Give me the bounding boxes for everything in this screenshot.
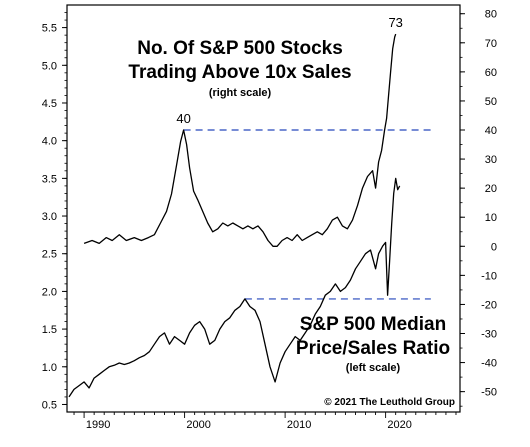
left-tick-label: 4.0	[42, 136, 57, 148]
top-title-line1: No. Of S&P 500 Stocks	[137, 38, 343, 59]
right-tick-label: 70	[485, 38, 497, 50]
left-tick-label: 4.5	[42, 98, 57, 110]
right-tick-label: 50	[485, 96, 497, 108]
left-tick-label: 2.0	[42, 286, 57, 298]
series-layer	[68, 33, 401, 398]
series-line-stocks-above-10x-sales	[83, 33, 397, 247]
left-tick-label: 5.0	[42, 60, 57, 72]
left-tick-label: 0.5	[42, 399, 57, 411]
peak-labels: 40 73	[176, 15, 403, 126]
right-axis: -50 -40 -30 -20 -10 0 10 20 30 40 50 60 70 80	[460, 9, 497, 407]
peak-label: 73	[388, 15, 402, 30]
right-tick-label: -10	[481, 270, 497, 282]
right-tick-label: 20	[485, 183, 497, 195]
right-tick-label: 30	[485, 154, 497, 166]
plot-frame	[66, 4, 461, 413]
series-line-median-price-sales	[68, 177, 401, 398]
left-axis: 0.5 1.0 1.5 2.0 2.5 3.0 3.5 4.0 4.5 5.0 5.5	[42, 12, 67, 411]
left-tick-label: 1.0	[42, 362, 57, 374]
right-tick-label: -20	[481, 299, 497, 311]
top-subtitle: (right scale)	[209, 87, 272, 99]
left-tick-label: 3.0	[42, 211, 57, 223]
left-tick-label: 5.5	[42, 23, 57, 35]
x-tick-label: 2000	[186, 419, 210, 431]
right-tick-label: 0	[491, 241, 497, 253]
top-title-line2: Trading Above 10x Sales	[128, 62, 351, 83]
x-tick-label: 2020	[387, 419, 411, 431]
x-tick-label: 1990	[86, 419, 110, 431]
credit-text: © 2021 The Leuthold Group	[324, 397, 455, 408]
right-tick-label: -50	[481, 387, 497, 399]
right-tick-label: 40	[485, 125, 497, 137]
left-tick-label: 1.5	[42, 324, 57, 336]
right-tick-label: -40	[481, 358, 497, 370]
bottom-title-line2: Price/Sales Ratio	[296, 338, 450, 359]
left-tick-label: 2.5	[42, 249, 57, 261]
right-tick-label: 80	[485, 9, 497, 21]
right-tick-label: 10	[485, 212, 497, 224]
left-tick-label: 3.5	[42, 173, 57, 185]
right-tick-label: 60	[485, 67, 497, 79]
x-axis: 1990 2000 2010 2020	[73, 412, 457, 431]
right-tick-label: -30	[481, 329, 497, 341]
bottom-subtitle: (left scale)	[346, 362, 401, 374]
bottom-title-line1: S&P 500 Median	[300, 314, 446, 335]
x-tick-label: 2010	[287, 419, 311, 431]
peak-label: 40	[176, 111, 190, 126]
reference-lines	[183, 129, 431, 300]
